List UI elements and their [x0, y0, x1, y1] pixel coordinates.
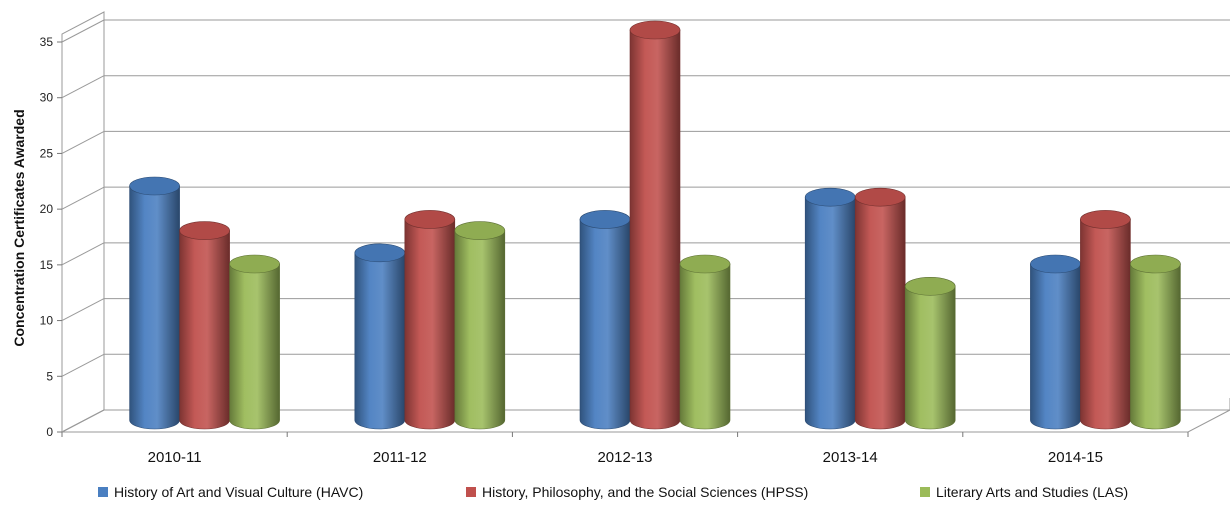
bar-body [579, 219, 631, 430]
y-tick-label: 20 [40, 202, 54, 216]
gridline-side [61, 130, 105, 154]
y-tick-label: 0 [46, 425, 53, 439]
bar [1080, 210, 1131, 430]
bar-body [354, 252, 406, 430]
y-tick-label: 25 [40, 146, 54, 160]
bar-top [404, 210, 456, 229]
bar-body [804, 196, 856, 430]
bar [129, 176, 180, 430]
bar-top [679, 254, 731, 274]
bar-top [854, 187, 906, 207]
bar-top [354, 243, 406, 263]
y-tick-label: 5 [46, 369, 53, 383]
bar-body [229, 263, 280, 430]
y-axis-label: Concentration Certificates Awarded [11, 109, 27, 346]
bar-top [904, 276, 956, 296]
side-wall [61, 11, 105, 433]
bar-body [679, 263, 731, 430]
gridline-side [61, 186, 105, 210]
bar [804, 187, 856, 430]
x-tick-label: 2014-15 [1048, 449, 1103, 466]
legend: History of Art and Visual Culture (HAVC)… [0, 484, 1230, 504]
x-tick-label: 2012-13 [597, 449, 652, 466]
bar-body [854, 196, 906, 430]
gridline-side [61, 19, 105, 43]
bar [404, 210, 456, 430]
bar-body [1130, 263, 1181, 430]
bar-body [629, 29, 681, 430]
bar-top [804, 187, 856, 207]
legend-swatch [466, 487, 476, 497]
bar-top [1030, 254, 1081, 274]
gridline-side [61, 409, 105, 433]
legend-label: Literary Arts and Studies (LAS) [936, 484, 1129, 500]
bar-body [904, 285, 956, 430]
bar [1130, 254, 1181, 430]
bar [454, 221, 506, 430]
legend-item: History, Philosophy, and the Social Scie… [466, 484, 808, 500]
bar-body [179, 230, 230, 430]
legend-swatch [920, 487, 930, 497]
bar [579, 210, 631, 430]
bar [1030, 254, 1081, 430]
bar-body [404, 219, 456, 430]
legend-item: Literary Arts and Studies (LAS) [920, 484, 1128, 500]
legend-label: History of Art and Visual Culture (HAVC) [114, 484, 364, 500]
bar-top [579, 210, 631, 229]
x-tick-label: 2013-14 [823, 449, 878, 466]
legend-item: History of Art and Visual Culture (HAVC) [98, 484, 363, 500]
bar-body [1030, 263, 1081, 430]
bar-top [1130, 254, 1181, 274]
x-tick-label: 2011-12 [373, 449, 427, 466]
bar-top [129, 176, 180, 196]
y-tick-label: 15 [40, 258, 54, 272]
bar-top [629, 20, 681, 40]
bar [904, 276, 956, 430]
bar-body [129, 185, 180, 430]
bar [679, 254, 731, 430]
gridline-side [61, 75, 105, 99]
bar-body [454, 230, 506, 430]
bar-top [229, 254, 280, 274]
bar [854, 187, 906, 430]
gridline-side [61, 242, 105, 266]
bar-top [179, 221, 230, 240]
x-tick-label: 2010-11 [148, 449, 202, 466]
bar-body [1080, 219, 1131, 430]
legend-label: History, Philosophy, and the Social Scie… [482, 484, 809, 500]
bar [629, 20, 681, 430]
bar [354, 243, 406, 430]
bar [179, 221, 230, 430]
legend-swatch [98, 487, 108, 497]
bar-top [454, 221, 506, 240]
gridline-side [61, 298, 105, 322]
bar [229, 254, 280, 430]
y-tick-label: 35 [40, 35, 54, 49]
y-tick-label: 10 [40, 314, 54, 328]
bar-top [1080, 210, 1131, 229]
y-tick-label: 30 [40, 91, 54, 105]
gridline-side [61, 353, 105, 377]
